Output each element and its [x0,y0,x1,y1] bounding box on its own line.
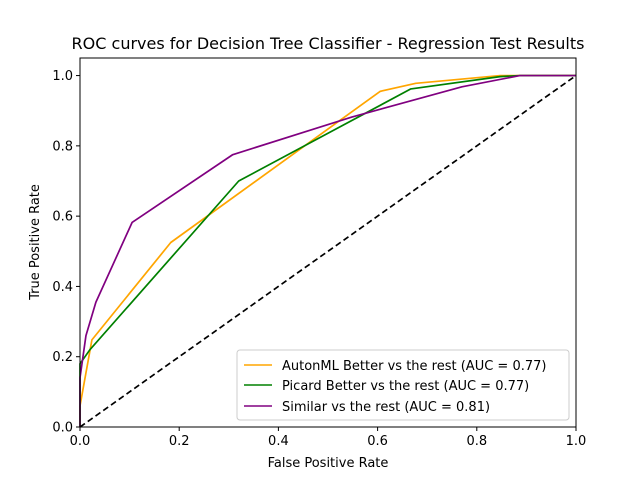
y-tick-label: 0.0 [52,421,73,436]
y-tick-label: 0.8 [52,139,73,154]
chart-title: ROC curves for Decision Tree Classifier … [72,34,585,53]
x-axis-label: False Positive Rate [268,456,389,471]
x-tick-label: 0.6 [367,434,388,449]
legend: AutonML Better vs the rest (AUC = 0.77) … [236,349,570,421]
series-layer [79,74,577,428]
y-tick-label: 0.6 [52,210,73,225]
legend-label-picard: Picard Better vs the rest (AUC = 0.77) [282,379,529,394]
legend-frame [236,349,570,421]
x-tick-label: 0.4 [268,434,289,449]
series-line-similar [79,74,576,427]
y-axis-ticks: 0.0 0.2 0.4 0.6 0.8 1.0 [52,69,80,436]
legend-label-autonml: AutonML Better vs the rest (AUC = 0.77) [282,359,546,374]
series-line-chance-diagonal [79,74,577,428]
x-axis-ticks: 0.0 0.2 0.4 0.6 0.8 1.0 [70,427,587,449]
x-tick-label: 0.0 [70,434,91,449]
y-tick-label: 0.4 [52,280,73,295]
x-tick-label: 1.0 [566,434,587,449]
y-tick-label: 1.0 [52,69,73,84]
x-tick-label: 0.8 [466,434,487,449]
x-tick-label: 0.2 [169,434,190,449]
y-axis-label: True Positive Rate [28,184,43,301]
legend-label-similar: Similar vs the rest (AUC = 0.81) [282,400,490,415]
y-tick-label: 0.2 [52,350,73,365]
plot-frame [79,57,577,428]
